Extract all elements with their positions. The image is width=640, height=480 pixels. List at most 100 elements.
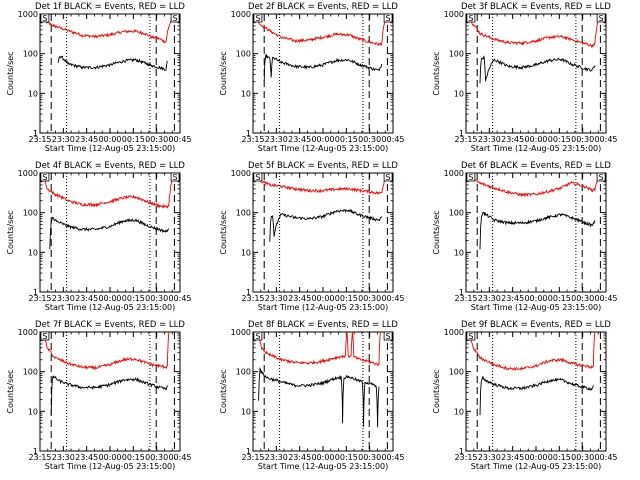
event-marker-box	[596, 13, 606, 23]
x-axis-label: Start Time (12-Aug-05 23:15:00)	[45, 462, 176, 471]
panel-title: Det 2f BLACK = Events, RED = LLD	[248, 2, 398, 12]
events-series-line	[57, 55, 168, 72]
x-axis-label: Start Time (12-Aug-05 23:15:00)	[45, 303, 176, 312]
event-marker-box	[40, 172, 50, 182]
x-tick-label: 23:30	[265, 453, 288, 462]
event-marker-box	[253, 331, 263, 341]
event-marker-box	[383, 13, 393, 23]
y-tick-label: 100	[23, 50, 38, 59]
event-marker-label: S	[173, 14, 178, 23]
event-marker-label: S	[255, 173, 260, 182]
y-axis-label: Counts/sec	[219, 210, 228, 254]
x-tick-label: 23:45	[288, 294, 311, 303]
detector-panel-7: Det 7f BLACK = Events, RED = LLD 1 10 100 10…	[6, 320, 192, 471]
y-axis-label: Counts/sec	[432, 210, 441, 254]
x-tick-label: 23:15	[241, 135, 264, 144]
x-tick-label: 00:30	[358, 294, 381, 303]
x-tick-label: 00:45	[168, 135, 191, 144]
y-axis-label: Counts/sec	[6, 51, 15, 95]
events-series-line	[263, 53, 383, 82]
x-tick-label: 00:00	[524, 453, 547, 462]
x-tick-label: 00:45	[381, 135, 404, 144]
lld-series-line	[42, 332, 170, 371]
lld-series-line	[42, 14, 175, 44]
x-tick-label: 23:30	[52, 294, 75, 303]
plot-frame	[252, 331, 394, 452]
event-marker-box	[253, 13, 263, 23]
plot-frame	[465, 172, 607, 293]
y-tick-label: 100	[236, 50, 251, 59]
x-tick-label: 00:15	[335, 135, 358, 144]
x-tick-label: 00:00	[98, 135, 121, 144]
x-tick-label: 00:30	[571, 453, 594, 462]
y-tick-label: 10	[241, 89, 251, 98]
x-tick-label: 00:45	[381, 294, 404, 303]
y-axis-label: Counts/sec	[219, 369, 228, 413]
x-tick-label: 00:00	[524, 294, 547, 303]
x-tick-label: 23:30	[265, 294, 288, 303]
event-marker-label: S	[42, 14, 47, 23]
detector-panel-6: Det 6f BLACK = Events, RED = LLD 1 10 100 10…	[432, 161, 618, 312]
detector-panel-4: Det 4f BLACK = Events, RED = LLD 1 10 100 10…	[6, 161, 192, 312]
event-marker-label: S	[468, 332, 473, 341]
lld-series-line	[255, 332, 383, 366]
y-tick-label: 10	[28, 89, 38, 98]
y-axis-label: Counts/sec	[6, 210, 15, 254]
event-marker-label: S	[386, 332, 391, 341]
y-tick-label: 1	[246, 288, 251, 297]
lld-series-line	[255, 173, 388, 195]
x-tick-label: 23:15	[241, 294, 264, 303]
detector-panel-8: Det 8f BLACK = Events, RED = LLD 1 10 100 10…	[219, 320, 405, 471]
lld-series-line	[468, 332, 596, 372]
event-marker-label: S	[173, 173, 178, 182]
x-tick-label: 23:45	[75, 135, 98, 144]
x-tick-label: 23:45	[501, 294, 524, 303]
x-tick-label: 00:45	[594, 453, 617, 462]
event-marker-box	[253, 172, 263, 182]
event-marker-label: S	[386, 173, 391, 182]
panel-title: Det 7f BLACK = Events, RED = LLD	[35, 320, 185, 330]
x-tick-label: 00:00	[524, 135, 547, 144]
y-tick-label: 10	[454, 248, 464, 257]
event-marker-box	[170, 172, 180, 182]
x-tick-label: 23:15	[28, 135, 51, 144]
detector-panel-2: Det 2f BLACK = Events, RED = LLD 1 10 100 10…	[219, 2, 405, 153]
x-axis-label: Start Time (12-Aug-05 23:15:00)	[258, 462, 389, 471]
events-series-line	[269, 208, 383, 242]
lld-series-line	[42, 173, 175, 209]
y-tick-label: 1	[246, 129, 251, 138]
x-tick-label: 00:45	[381, 453, 404, 462]
x-tick-label: 23:30	[52, 453, 75, 462]
x-tick-label: 00:30	[571, 294, 594, 303]
detector-panel-3: Det 3f BLACK = Events, RED = LLD 1 10 100 10…	[432, 2, 618, 153]
x-tick-label: 00:15	[548, 294, 571, 303]
x-tick-label: 00:45	[594, 135, 617, 144]
plot-frame	[39, 13, 181, 134]
panel-title: Det 6f BLACK = Events, RED = LLD	[461, 161, 611, 171]
x-tick-label: 00:30	[145, 135, 168, 144]
y-axis-label: Counts/sec	[432, 369, 441, 413]
x-tick-label: 23:45	[75, 453, 98, 462]
y-axis-label: Counts/sec	[432, 51, 441, 95]
event-marker-label: S	[42, 173, 47, 182]
y-tick-label: 10	[454, 89, 464, 98]
event-marker-box	[40, 331, 50, 341]
x-tick-label: 23:45	[501, 453, 524, 462]
y-tick-label: 100	[23, 209, 38, 218]
panel-title: Det 5f BLACK = Events, RED = LLD	[248, 161, 398, 171]
x-tick-label: 00:00	[311, 453, 334, 462]
x-tick-label: 00:15	[122, 294, 145, 303]
event-marker-label: S	[599, 14, 604, 23]
x-tick-label: 23:15	[28, 294, 51, 303]
y-tick-label: 1	[459, 129, 464, 138]
panel-title: Det 8f BLACK = Events, RED = LLD	[248, 320, 398, 330]
event-marker-box	[40, 13, 50, 23]
events-series-line	[50, 375, 168, 416]
x-tick-label: 00:00	[311, 294, 334, 303]
events-series-line	[479, 55, 596, 84]
y-tick-label: 1000	[231, 169, 251, 178]
y-tick-label: 10	[28, 407, 38, 416]
event-marker-box	[466, 172, 476, 182]
y-tick-label: 10	[241, 248, 251, 257]
plot-frame	[39, 172, 181, 293]
